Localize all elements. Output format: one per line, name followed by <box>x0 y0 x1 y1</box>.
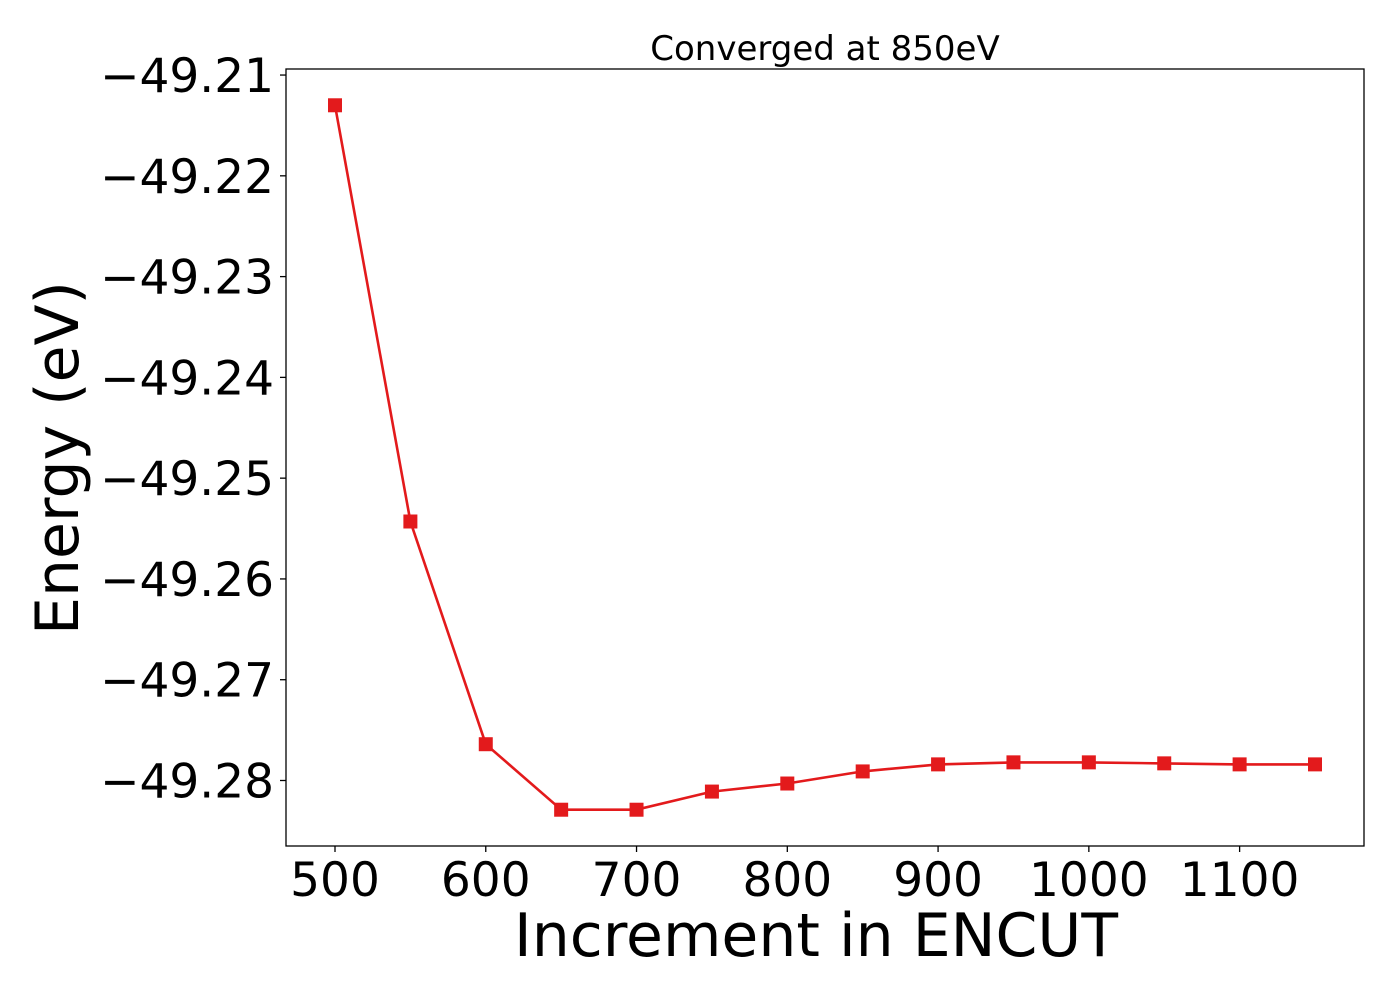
plot-frame <box>285 68 1365 847</box>
data-point <box>1308 757 1322 772</box>
x-tick-label: 900 <box>893 853 983 908</box>
data-point <box>554 802 569 817</box>
y-tick-label: −49.24 <box>100 351 274 406</box>
data-point <box>855 764 870 779</box>
y-tick-label: −49.22 <box>100 150 274 205</box>
x-tick-label: 1100 <box>1180 853 1300 908</box>
x-axis-label: Increment in ENCUT <box>514 901 1118 971</box>
data-point <box>1232 757 1247 772</box>
series-line <box>333 105 1315 812</box>
x-tick-label: 600 <box>441 853 531 908</box>
x-tick-label: 700 <box>592 853 682 908</box>
data-point <box>780 776 795 791</box>
data-point <box>1006 755 1021 770</box>
x-tick-label: 800 <box>742 853 832 908</box>
data-point <box>478 737 493 752</box>
x-tick-label: 500 <box>290 853 380 908</box>
data-point <box>328 98 342 113</box>
data-point <box>403 514 418 529</box>
y-tick-label: −49.21 <box>100 49 274 104</box>
data-point <box>1157 756 1172 771</box>
data-point <box>931 757 946 772</box>
chart-title: Converged at 850eV <box>650 29 999 69</box>
axis-ticks: 500 600 700 800 900 1000 1100 −49.21 −49.22 −49.2… <box>100 49 1299 908</box>
y-tick-label: −49.25 <box>100 452 274 507</box>
x-tick-label: 1000 <box>1029 853 1149 908</box>
data-point <box>629 802 644 817</box>
data-point <box>704 784 719 799</box>
y-tick-label: −49.26 <box>100 553 274 608</box>
y-tick-label: −49.28 <box>100 754 274 809</box>
y-tick-label: −49.27 <box>100 654 274 709</box>
data-series <box>328 98 1322 817</box>
y-axis-label: Energy (eV) <box>23 281 93 635</box>
y-tick-label: −49.23 <box>100 251 274 306</box>
data-point <box>1081 755 1096 770</box>
